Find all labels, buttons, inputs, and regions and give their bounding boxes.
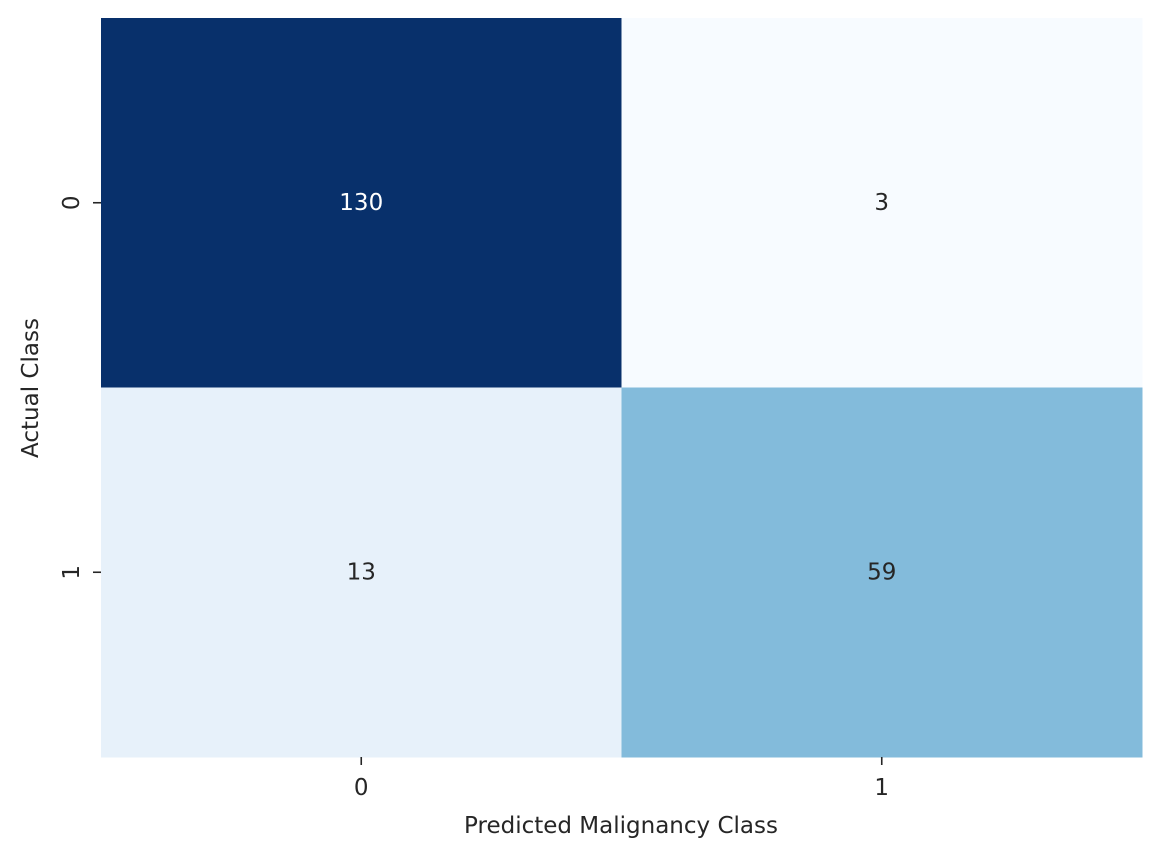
x-tick-label-0: 0 [354,775,369,801]
heatmap-cells [101,18,1143,758]
heatmap-cell-1-1 [621,387,1143,758]
x-axis-label: Predicted Malignancy Class [464,813,778,839]
x-tick-label-1: 1 [874,775,889,801]
heatmap-cell-labels: 130 3 13 59 [339,190,896,586]
y-axis-ticks: 01 [59,195,101,580]
heatmap-cell-1-0 [101,387,622,758]
heatmap-cell-label-1-0: 13 [347,559,376,585]
y-tick-label-0: 0 [59,195,85,210]
heatmap-cell-label-0-1: 3 [874,190,889,216]
heatmap-cell-label-1-1: 59 [867,559,896,585]
y-tick-label-1: 1 [59,565,85,580]
heatmap-cell-0-0 [101,18,622,388]
heatmap-cell-label-0-0: 130 [339,190,383,216]
y-axis-label: Actual Class [18,318,44,458]
heatmap-cell-0-1 [621,18,1143,388]
